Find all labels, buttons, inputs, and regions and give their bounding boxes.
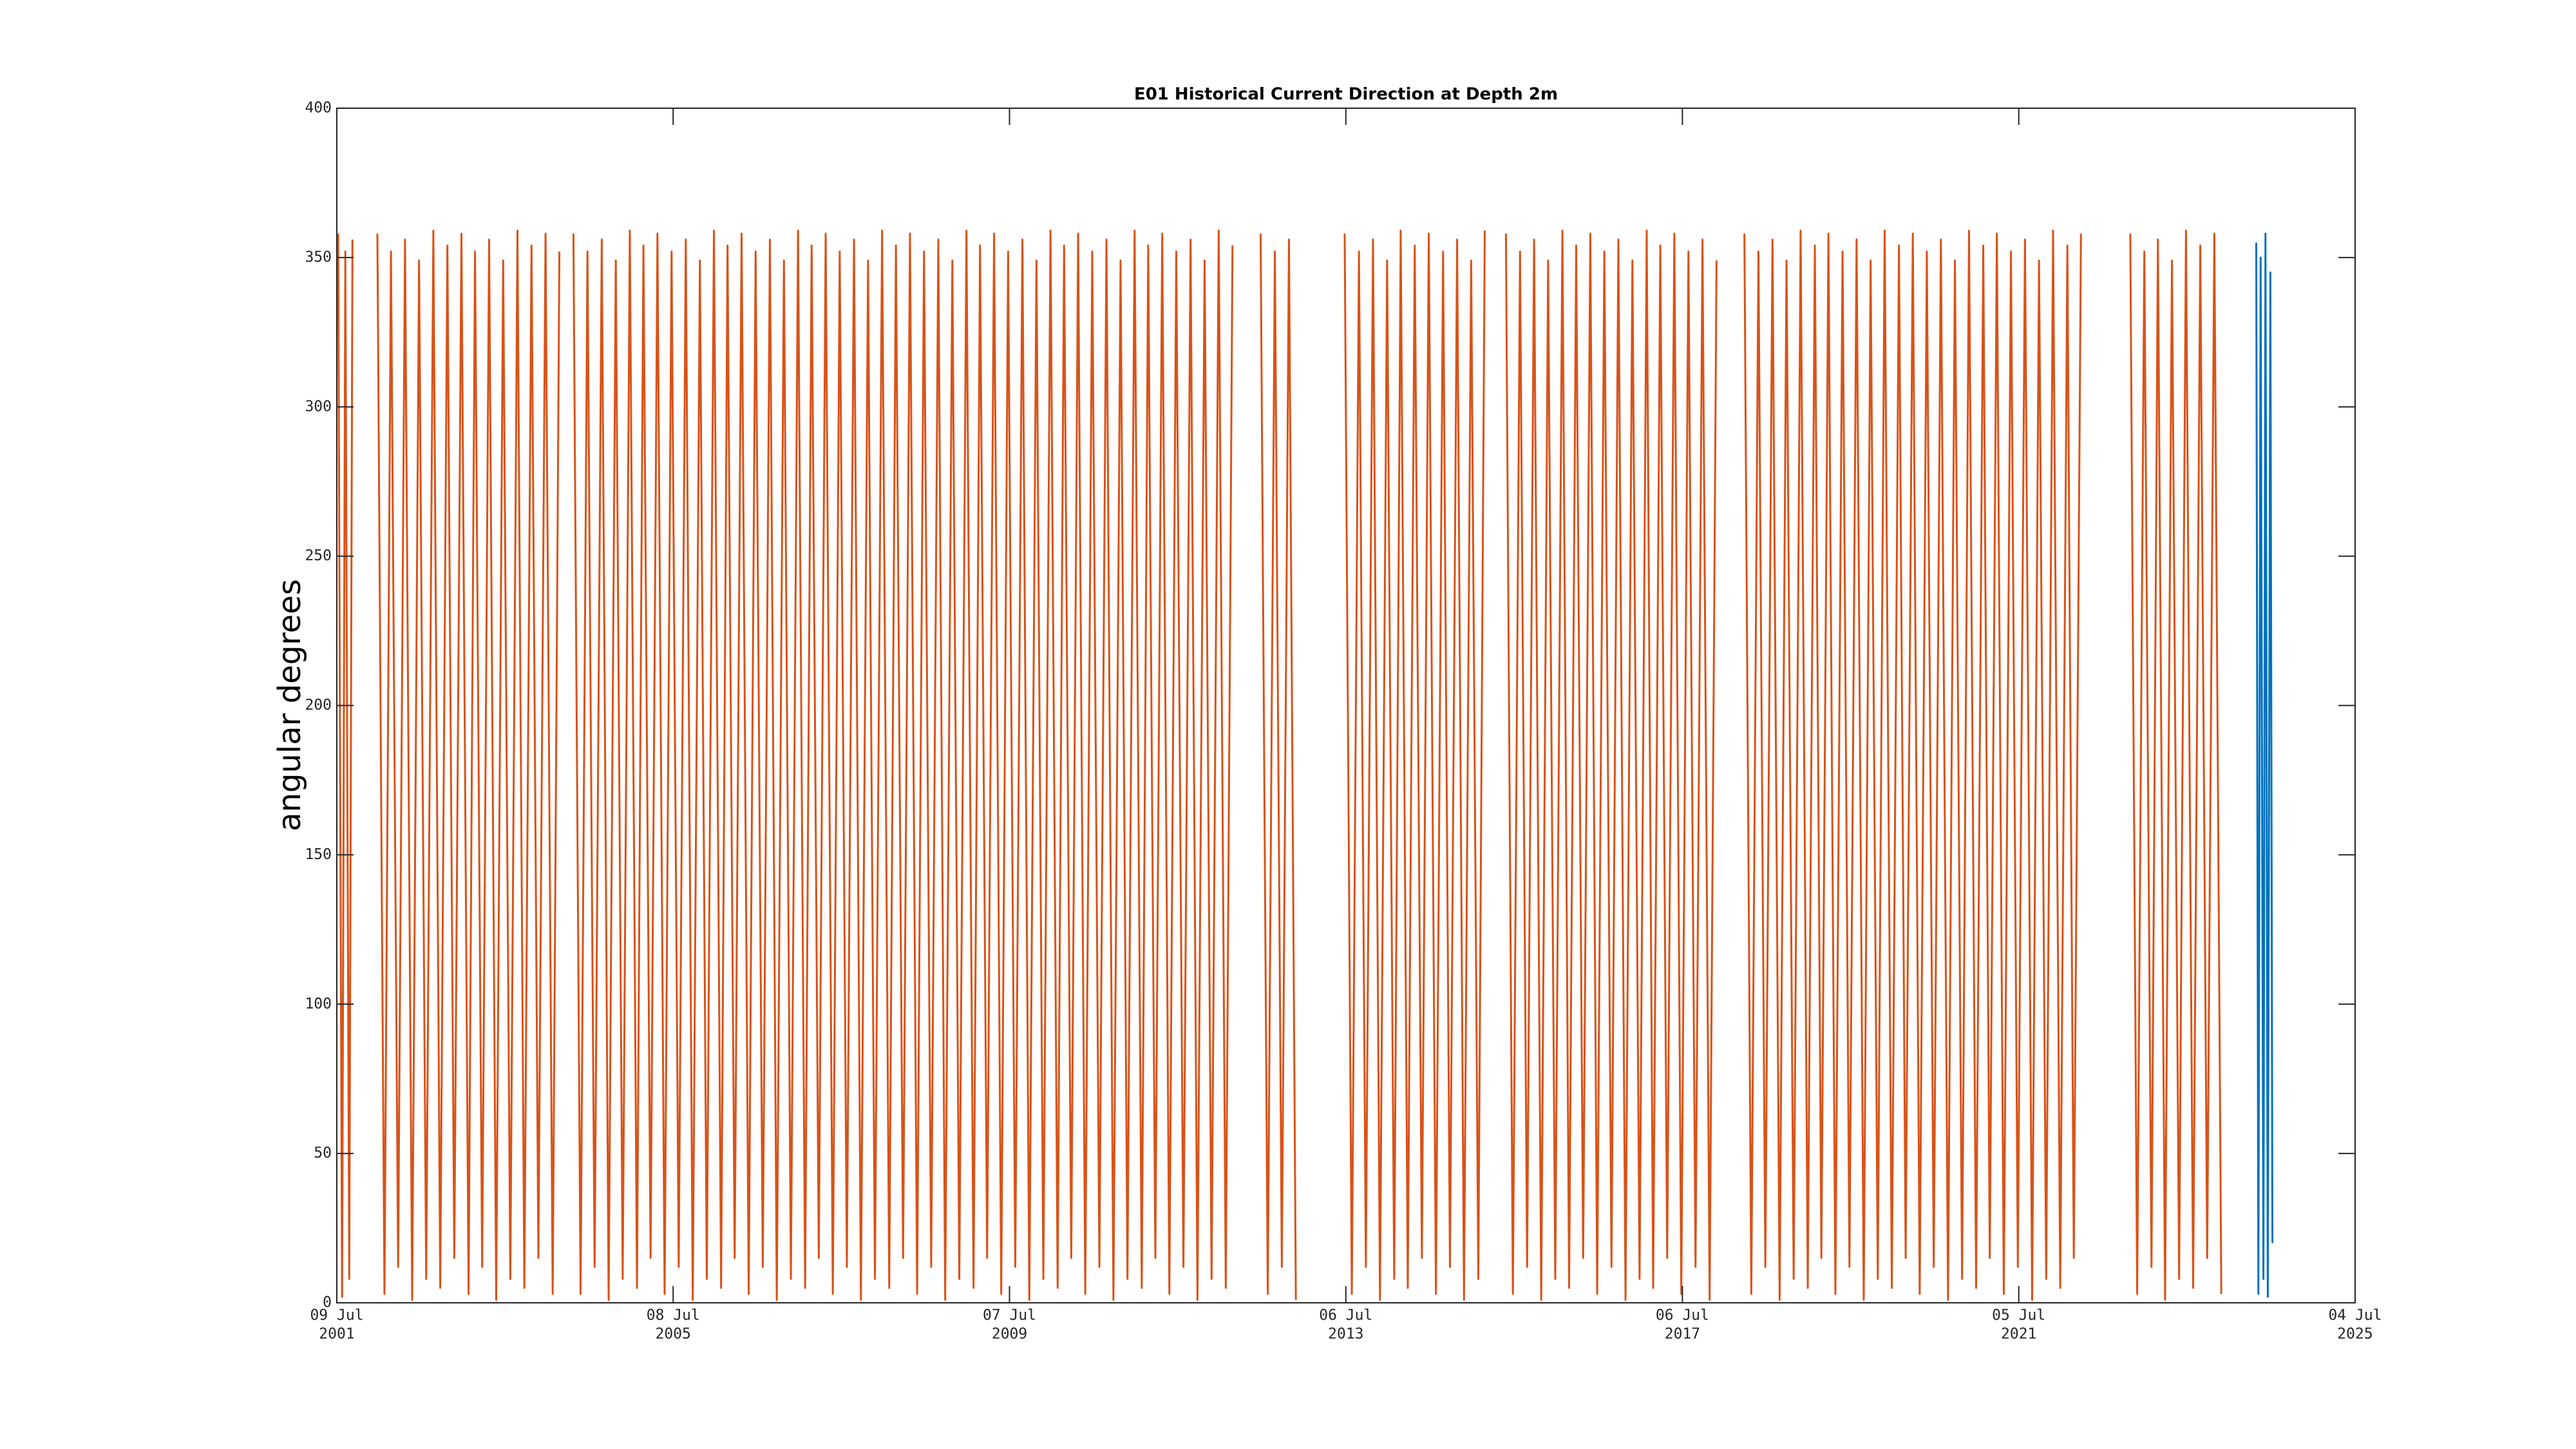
y-axis-label: angular degrees — [272, 579, 308, 831]
y-tick-label: 400 — [305, 100, 332, 117]
y-tick-label: 100 — [305, 996, 332, 1012]
y-tick-label: 200 — [305, 697, 332, 714]
x-tick-label: 06 Jul — [1656, 1307, 1709, 1324]
y-tick-label: 350 — [305, 249, 332, 265]
x-tick-label: 2001 — [319, 1326, 354, 1343]
y-tick-label: 50 — [314, 1145, 332, 1162]
x-tick-label: 2021 — [2001, 1326, 2036, 1343]
y-tick-label: 150 — [305, 846, 332, 863]
chart-title: E01 Historical Current Direction at Dept… — [1134, 85, 1558, 104]
x-tick-label: 09 Jul — [310, 1307, 363, 1324]
x-tick-label: 2017 — [1665, 1326, 1700, 1343]
data-line — [337, 229, 2222, 1301]
x-tick-label: 2025 — [2337, 1326, 2372, 1343]
x-tick-label: 05 Jul — [1992, 1307, 2045, 1324]
x-tick-label: 04 Jul — [2328, 1307, 2382, 1324]
x-tick-label: 07 Jul — [983, 1307, 1036, 1324]
x-tick-label: 2013 — [1328, 1326, 1363, 1343]
plot-area — [337, 229, 2274, 1301]
x-tick-label: 2009 — [992, 1326, 1027, 1343]
x-tick-label: 2005 — [656, 1326, 691, 1343]
x-tick-label: 08 Jul — [647, 1307, 700, 1324]
data-line — [2255, 232, 2274, 1298]
x-tick-label: 06 Jul — [1319, 1307, 1372, 1324]
y-tick-label: 300 — [305, 398, 332, 415]
y-tick-label: 0 — [323, 1294, 332, 1311]
y-tick-label: 250 — [305, 547, 332, 564]
